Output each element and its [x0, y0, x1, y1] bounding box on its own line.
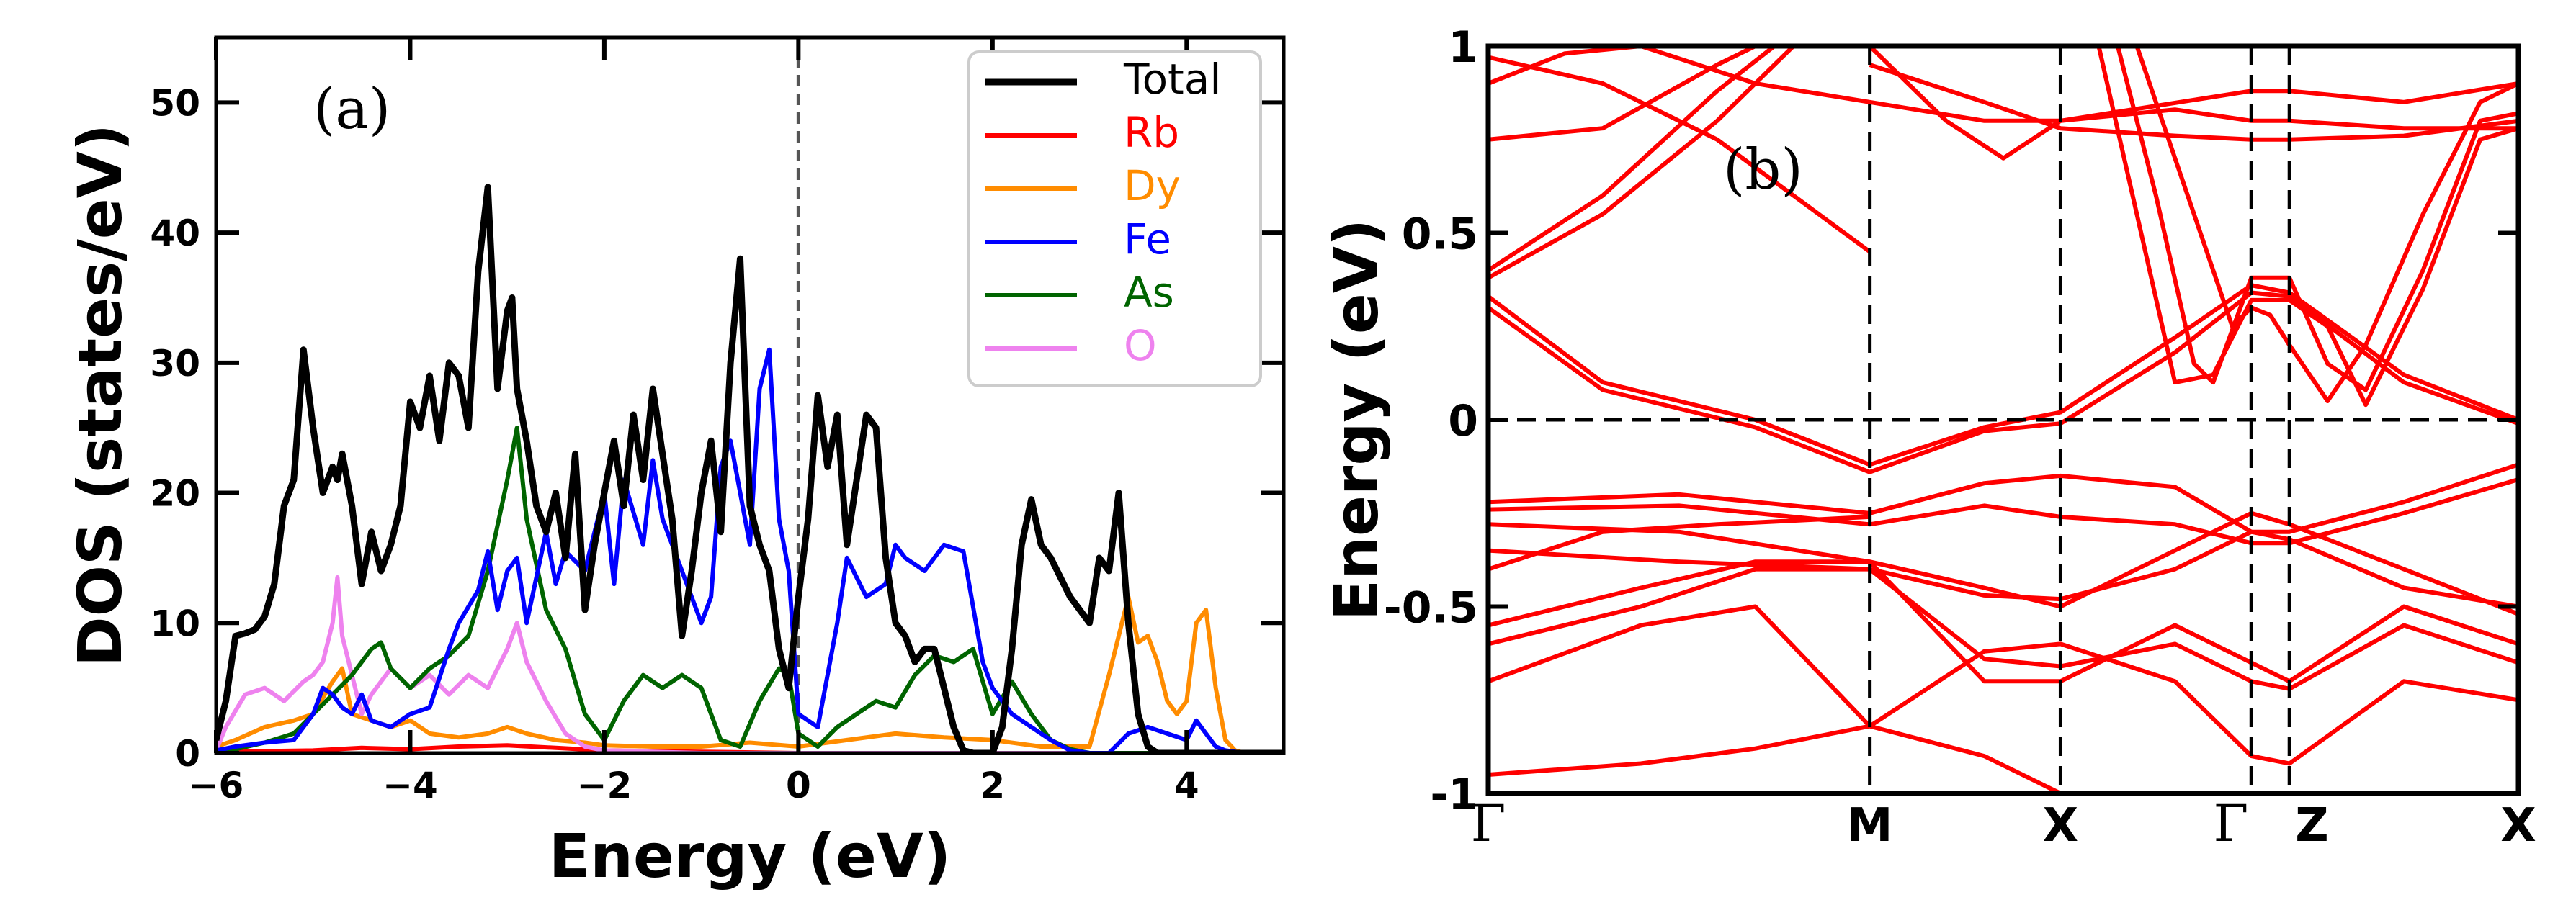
kpoint-label: Γ — [2214, 794, 2249, 853]
dos-x-tick-label: −6 — [189, 765, 244, 806]
band-y-tick-label: -1 — [1430, 770, 1478, 820]
kpoint-label: M — [1847, 799, 1893, 852]
dos-series-dy — [216, 595, 1284, 753]
band-line — [2096, 46, 2518, 408]
band-line — [1488, 46, 1795, 280]
band-line — [1488, 46, 1776, 272]
band-line — [1488, 514, 1870, 572]
band-line — [1488, 559, 2518, 684]
dos-y-tick-label: 20 — [150, 473, 200, 515]
legend-label-rb: Rb — [1124, 108, 1179, 157]
kpoint-label: X — [2500, 799, 2536, 852]
legend-label-dy: Dy — [1124, 161, 1181, 210]
kpoint-label: Γ — [1471, 794, 1506, 853]
dos-series-o — [216, 575, 1284, 753]
legend-label-fe: Fe — [1124, 215, 1171, 264]
dos-x-axis-title: Energy (eV) — [549, 821, 951, 891]
dos-y-axis-title: DOS (states/eV) — [65, 124, 135, 667]
dos-y-tick-label: 40 — [150, 212, 200, 254]
dos-plot-frame — [214, 35, 1286, 755]
dos-x-tick-label: 2 — [980, 765, 1005, 806]
dos-x-tick-label: 0 — [786, 765, 811, 806]
band-line — [1488, 510, 2518, 616]
kpoint-label: X — [2043, 799, 2078, 852]
band-line — [1488, 55, 1871, 253]
band-y-tick-label: 0.5 — [1402, 210, 1478, 260]
band-y-axis-title: Energy (eV) — [1321, 219, 1392, 621]
band-line — [1488, 283, 2518, 467]
legend-label-o: O — [1124, 321, 1157, 370]
band-line — [1868, 46, 2518, 161]
dos-y-tick-label: 0 — [175, 733, 200, 775]
legend-label-as: As — [1124, 268, 1174, 317]
band-line — [1869, 63, 2518, 142]
kpoint-label: Z — [2295, 799, 2328, 852]
dos-x-tick-label: 4 — [1174, 765, 1199, 806]
dos-x-tick-label: −4 — [383, 765, 438, 806]
band-line — [1488, 462, 2518, 534]
dos-y-tick-label: 10 — [150, 603, 200, 644]
band-line — [1488, 724, 2062, 793]
band-line — [1488, 529, 2518, 609]
dos-series-total — [216, 184, 1284, 753]
band-line — [1488, 46, 1757, 142]
band-line — [1488, 290, 2518, 474]
dos-y-tick-label: 30 — [150, 343, 200, 384]
dos-y-tick-label: 50 — [150, 82, 200, 124]
band-y-tick-label: 1 — [1448, 22, 1478, 73]
dos-x-tick-label: −2 — [577, 765, 632, 806]
panel-b-tag: (b) — [1723, 138, 1803, 202]
band-line — [1488, 477, 2518, 546]
band-structure-panel: -1-0.500.51Γ M X Γ Z X — [1384, 22, 2536, 853]
legend-label-total: Total — [1123, 55, 1221, 104]
dos-series-as — [216, 426, 1284, 753]
band-y-tick-label: 0 — [1448, 396, 1478, 446]
band-line — [1488, 604, 2518, 766]
band-y-tick-label: -0.5 — [1384, 583, 1478, 634]
band-line — [2115, 46, 2518, 392]
band-line — [2134, 46, 2518, 403]
panel-a-tag: (a) — [313, 77, 390, 142]
